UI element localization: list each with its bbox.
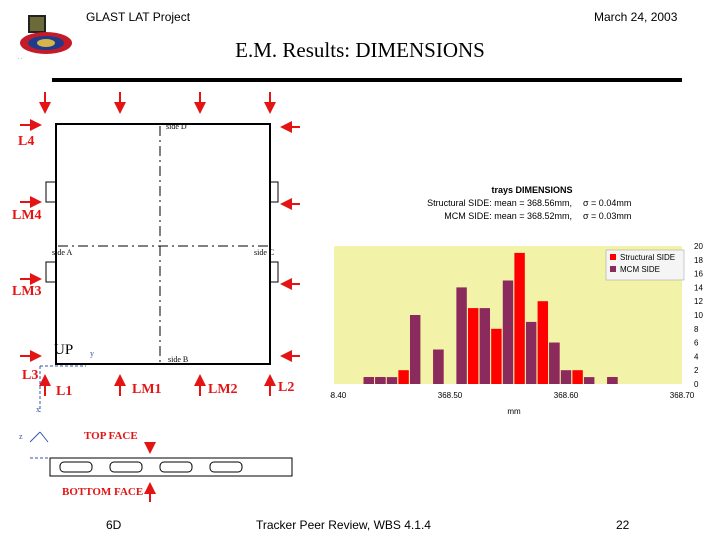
axis-y-label: y: [90, 349, 94, 358]
y-tick-label-9: 18: [694, 256, 703, 265]
x-axis-label: mm: [507, 407, 521, 416]
axis-z-label: z: [19, 432, 23, 441]
label-lm4: LM4: [12, 208, 42, 223]
bar-mcm-12: [607, 377, 618, 384]
chart-stat-mcm-sigma: σ = 0.03mm: [583, 211, 632, 221]
y-tick-label-1: 2: [694, 366, 699, 375]
slide-id: 6D: [106, 518, 122, 532]
header-date: March 24, 2003: [594, 10, 678, 24]
y-tick-label-4: 8: [694, 325, 699, 334]
top-face-label: TOP FACE: [84, 430, 138, 442]
y-tick-label-7: 14: [694, 283, 703, 292]
bar-mcm-2: [386, 377, 398, 384]
chart-stat-mcm: MCM SIDE: mean = 368.52mm,: [444, 211, 572, 221]
x-tick-label-3: 368.70: [670, 391, 695, 400]
title-divider: [52, 78, 682, 82]
bar-structural-2: [398, 370, 409, 384]
label-l4: L4: [18, 134, 35, 149]
up-label: UP: [54, 342, 74, 358]
chart-stat-structural: Structural SIDE: mean = 368.56mm,: [427, 198, 572, 208]
bar-structural-9: [572, 370, 583, 384]
x-tick-label-1: 368.50: [438, 391, 463, 400]
x-tick-label-0: 368.40: [330, 391, 347, 400]
legend-box: [605, 249, 685, 281]
svg-text:· ·: · ·: [18, 56, 23, 62]
page-number: 22: [616, 518, 630, 532]
bar-structural-7: [537, 301, 549, 384]
y-tick-label-0: 0: [694, 380, 699, 389]
y-tick-label-8: 16: [694, 270, 703, 279]
y-tick-label-5: 10: [694, 311, 703, 320]
bar-mcm-7: [502, 280, 514, 384]
footer-center: Tracker Peer Review, WBS 4.1.4: [256, 518, 431, 532]
chart-stat-structural-sigma: σ = 0.04mm: [583, 198, 632, 208]
project-name: GLAST LAT Project: [86, 10, 191, 24]
label-lm3: LM3: [12, 284, 42, 299]
side-view-tray: [49, 457, 293, 477]
bar-mcm-3: [409, 315, 421, 384]
label-l1: L1: [56, 384, 73, 399]
label-l2: L2: [278, 380, 295, 395]
bar-mcm-8: [525, 321, 537, 384]
label-l3: L3: [22, 368, 39, 383]
histogram-chart: 0 2 4 6 8 10 12 14 16 18 20 368.40 368.50 368.60 368.7…: [330, 242, 703, 416]
legend-swatch-1: [610, 266, 616, 272]
chart-title: trays DIMENSIONS: [491, 185, 573, 195]
side-b-label: side B: [168, 355, 189, 364]
bar-mcm-6: [479, 308, 491, 384]
tray-outline: [55, 123, 271, 365]
bar-mcm-10: [560, 370, 572, 384]
bar-mcm-9: [549, 342, 560, 384]
x-tick-label-2: 368.60: [554, 391, 579, 400]
tray-drawing: [20, 92, 300, 502]
bar-mcm-1: [375, 377, 386, 384]
legend-label-1: MCM SIDE: [620, 265, 660, 274]
side-a-label: side A: [52, 248, 73, 257]
label-lm2: LM2: [208, 382, 238, 397]
legend-swatch-0: [610, 254, 616, 260]
y-tick-label-3: 6: [694, 339, 699, 348]
bar-mcm-5: [456, 287, 467, 384]
axis-x-label: x: [36, 405, 40, 414]
bottom-face-label: BOTTOM FACE: [62, 486, 144, 498]
label-lm1: LM1: [132, 382, 162, 397]
y-tick-label-10: 20: [694, 242, 703, 251]
side-c-label: side C: [254, 248, 275, 257]
bar-mcm-11: [583, 377, 595, 384]
bar-structural-4: [467, 308, 479, 384]
y-tick-label-2: 4: [694, 352, 699, 361]
bar-mcm-0: [363, 377, 375, 384]
legend-label-0: Structural SIDE: [620, 253, 675, 262]
bar-mcm-4: [433, 349, 444, 384]
bar-structural-5: [491, 328, 502, 384]
glast-logo: · ·: [14, 10, 74, 62]
side-d-label: side D: [166, 122, 187, 131]
y-tick-label-6: 12: [694, 297, 703, 306]
slide-title: E.M. Results: DIMENSIONS: [235, 38, 485, 62]
bar-structural-6: [514, 252, 525, 384]
